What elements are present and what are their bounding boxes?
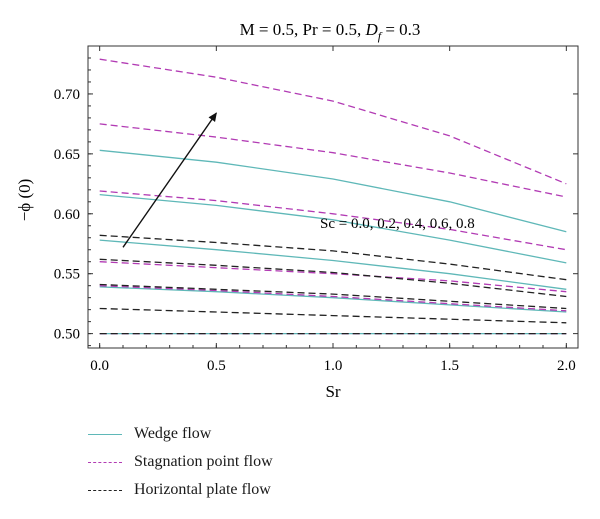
chart-title: M = 0.5, Pr = 0.5, Df = 0.3 <box>240 20 421 43</box>
y-tick-label: 0.60 <box>54 207 80 223</box>
series-line-wedge-sc-2 <box>99 239 567 290</box>
y-tick-label: 0.50 <box>54 327 80 343</box>
y-tick-label: 0.70 <box>54 87 80 103</box>
series-line-wedge-sc-3 <box>99 193 567 264</box>
legend-swatch-horizontal <box>88 489 122 491</box>
y-tick-label: 0.55 <box>54 267 80 283</box>
series-line-stagnation-sc-5 <box>99 58 567 185</box>
x-tick-label: 1.5 <box>440 358 459 374</box>
series-line-stagnation-sc-1 <box>99 285 567 312</box>
series-line-wedge-sc-1 <box>99 286 567 313</box>
x-tick-label: 0.0 <box>90 358 109 374</box>
legend-label-stagnation: Stagnation point flow <box>134 453 273 470</box>
plot-series <box>99 58 567 335</box>
series-line-horizontal-sc-1 <box>99 307 567 324</box>
x-tick-label: 1.0 <box>324 358 343 374</box>
legend-swatch-stagnation <box>88 461 122 463</box>
series-line-stagnation-sc-4 <box>99 123 567 198</box>
x-axis: 0.0 0.5 1.0 1.5 2.0 <box>90 46 576 374</box>
y-axis: 0.50 0.55 0.60 0.65 0.70 <box>54 57 578 347</box>
series-line-horizontal-sc-2 <box>99 283 567 310</box>
x-tick-label: 2.0 <box>557 358 576 374</box>
series-line-horizontal-sc-4 <box>99 234 567 281</box>
legend-item-stagnation: Stagnation point flow <box>88 448 273 476</box>
legend-swatch-wedge <box>88 433 122 435</box>
legend-label-wedge: Wedge flow <box>134 425 212 442</box>
legend-item-wedge: Wedge flow <box>88 420 273 448</box>
legend-label-horizontal: Horizontal plate flow <box>134 481 271 498</box>
sc-increase-arrow <box>122 112 217 248</box>
x-tick-label: 0.5 <box>207 358 226 374</box>
sc-annotation: Sc = 0.0, 0.2, 0.4, 0.6, 0.8 <box>320 216 475 232</box>
legend-item-horizontal: Horizontal plate flow <box>88 476 273 504</box>
plot-frame <box>87 45 579 349</box>
series-line-horizontal-sc-3 <box>99 258 567 298</box>
y-axis-label: −ϕ (0) <box>15 179 34 222</box>
y-tick-label: 0.65 <box>54 147 80 163</box>
series-line-stagnation-sc-2 <box>99 261 567 293</box>
series-line-stagnation-sc-3 <box>99 190 567 251</box>
x-axis-label: Sr <box>325 382 340 401</box>
legend: Wedge flow Stagnation point flow Horizon… <box>88 420 273 504</box>
trend-arrow <box>122 112 217 248</box>
series-line-wedge-sc-4 <box>99 149 567 233</box>
